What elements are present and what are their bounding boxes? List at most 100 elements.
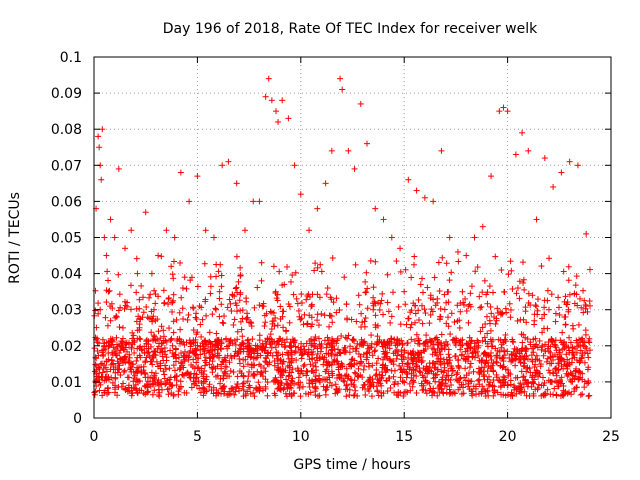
data-point — [224, 392, 231, 399]
data-point — [273, 349, 280, 356]
data-point — [214, 372, 221, 379]
data-point — [397, 374, 404, 381]
x-axis-label: GPS time / hours — [293, 457, 410, 473]
data-point — [414, 352, 421, 359]
data-point — [449, 365, 456, 372]
data-point — [314, 205, 321, 212]
data-point — [498, 391, 505, 398]
data-point — [418, 380, 425, 387]
data-point — [391, 367, 398, 374]
data-point — [585, 364, 592, 371]
data-point — [466, 364, 473, 371]
data-point — [312, 373, 319, 380]
data-point — [346, 361, 353, 368]
data-point — [179, 285, 186, 292]
data-point — [95, 310, 102, 317]
data-point — [532, 335, 539, 342]
data-point — [183, 285, 190, 292]
data-point — [343, 365, 350, 372]
data-point — [177, 169, 184, 176]
data-point — [295, 367, 302, 374]
data-point — [560, 268, 567, 275]
data-point — [177, 326, 184, 333]
data-point — [412, 310, 419, 317]
data-point — [364, 305, 371, 312]
data-point — [279, 282, 286, 289]
data-point — [197, 321, 204, 328]
data-point — [427, 311, 434, 318]
data-point — [209, 353, 216, 360]
data-point — [513, 290, 520, 297]
data-point — [561, 314, 568, 321]
data-point — [261, 322, 268, 329]
data-point — [466, 370, 473, 377]
data-point — [218, 365, 225, 372]
data-point — [351, 392, 358, 399]
data-point — [251, 393, 258, 400]
data-point — [237, 264, 244, 271]
data-point — [372, 347, 379, 354]
data-point — [487, 364, 494, 371]
data-point — [364, 285, 371, 292]
data-point — [102, 387, 109, 394]
data-point — [258, 277, 265, 284]
x-tick-labels: 0 5 10 15 20 25 — [90, 429, 620, 445]
data-point — [327, 294, 334, 301]
data-point — [349, 356, 356, 363]
data-point — [539, 342, 546, 349]
data-point — [548, 360, 555, 367]
data-point — [311, 336, 318, 343]
data-point — [284, 352, 291, 359]
data-point — [298, 340, 305, 347]
data-point — [140, 294, 147, 301]
data-point — [180, 372, 187, 379]
data-point — [507, 258, 514, 265]
data-point — [463, 252, 470, 259]
data-point — [106, 287, 113, 294]
data-point — [577, 342, 584, 349]
data-point — [276, 335, 283, 342]
data-point — [362, 289, 369, 296]
data-point — [315, 322, 322, 329]
data-point — [364, 349, 371, 356]
data-point — [207, 283, 214, 290]
data-point — [390, 350, 397, 357]
data-point — [309, 321, 316, 328]
data-point — [553, 347, 560, 354]
data-point — [231, 316, 238, 323]
data-point — [233, 284, 240, 291]
data-point — [462, 356, 469, 363]
data-point — [123, 339, 130, 346]
data-point — [487, 353, 494, 360]
data-point — [486, 283, 493, 290]
data-point — [337, 75, 344, 82]
data-point — [509, 285, 516, 292]
data-point — [366, 344, 373, 351]
data-point — [468, 283, 475, 290]
data-point — [113, 345, 120, 352]
data-point — [142, 209, 149, 216]
data-point — [149, 352, 156, 359]
data-point — [181, 348, 188, 355]
data-point — [124, 388, 131, 395]
data-point — [370, 284, 377, 291]
data-point — [151, 287, 158, 294]
data-point — [361, 362, 368, 369]
data-point — [230, 369, 237, 376]
data-point — [206, 381, 213, 388]
data-point — [155, 328, 162, 335]
data-point — [583, 230, 590, 237]
data-point — [173, 372, 180, 379]
data-point — [581, 359, 588, 366]
data-point — [374, 388, 381, 395]
data-point — [161, 299, 168, 306]
data-point — [505, 271, 512, 278]
data-point — [220, 320, 227, 327]
data-point — [395, 389, 402, 396]
data-point — [536, 337, 543, 344]
data-point — [141, 350, 148, 357]
data-point — [576, 375, 583, 382]
data-point — [131, 349, 138, 356]
data-point — [575, 321, 582, 328]
